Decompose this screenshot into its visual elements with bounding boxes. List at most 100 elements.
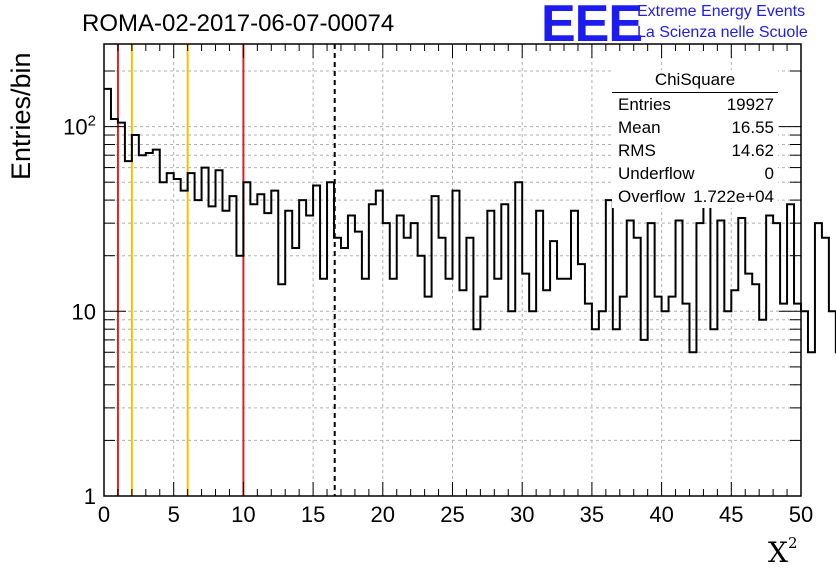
- run-title: ROMA-02-2017-06-07-00074: [82, 10, 395, 37]
- stats-label: Entries: [618, 95, 671, 114]
- histogram-bin: [243, 182, 250, 496]
- histogram-bin: [745, 274, 752, 496]
- histogram-bin: [780, 304, 787, 496]
- histogram-bin: [815, 223, 822, 496]
- histogram-bin: [195, 200, 202, 496]
- histogram-bin: [453, 191, 460, 496]
- stats-row-entries: Entries 19927: [612, 93, 778, 116]
- histogram-bin: [216, 170, 223, 496]
- histogram-bin: [669, 297, 676, 496]
- stats-label: Underflow: [618, 164, 695, 183]
- histogram-bin: [620, 297, 627, 496]
- histogram-bin: [209, 206, 216, 496]
- x-axis-label: X2: [768, 534, 797, 569]
- x-tick-label: 10: [231, 502, 255, 527]
- x-tick-label: 15: [301, 502, 325, 527]
- histogram-bin: [592, 329, 599, 496]
- histogram-bin: [285, 211, 292, 496]
- histogram-bin: [634, 238, 641, 496]
- histogram-bin: [641, 340, 648, 496]
- histogram-bin: [689, 352, 696, 496]
- histogram-bin: [508, 311, 515, 496]
- histogram-bin: [627, 221, 634, 496]
- histogram-bin: [676, 221, 683, 496]
- histogram-bin: [411, 223, 418, 496]
- y-tick-label-base: 10: [63, 115, 87, 140]
- histogram-bin: [494, 279, 501, 496]
- histogram-bin: [292, 248, 299, 496]
- histogram-bin: [313, 185, 320, 496]
- histogram-bin: [550, 241, 557, 496]
- histogram-bin: [787, 204, 794, 496]
- stats-row-rms: RMS 14.62: [612, 139, 778, 162]
- histogram-bin: [257, 194, 264, 496]
- histogram-bin: [355, 232, 362, 496]
- histogram-bin: [564, 279, 571, 496]
- histogram-bin: [606, 200, 613, 496]
- histogram-bin: [299, 200, 306, 496]
- histogram-bin: [662, 311, 669, 496]
- x-axis-label-text: X: [768, 536, 788, 569]
- histogram-bin: [418, 256, 425, 496]
- histogram-bin: [529, 311, 536, 496]
- histogram-bin: [222, 211, 229, 496]
- histogram-bin: [759, 320, 766, 496]
- histogram-bin: [188, 173, 195, 496]
- stats-value: 0: [764, 164, 774, 183]
- x-tick-label: 30: [510, 502, 534, 527]
- histogram-bin: [696, 223, 703, 496]
- histogram-bin: [202, 168, 209, 496]
- histogram-bin: [146, 153, 153, 496]
- org-name-line2: La Scienza nelle Scuole: [637, 24, 808, 41]
- histogram-bin: [383, 223, 390, 496]
- x-tick-label: 45: [719, 502, 743, 527]
- stats-title: ChiSquare: [612, 70, 778, 93]
- x-tick-label: 25: [440, 502, 464, 527]
- histogram-bin: [536, 211, 543, 496]
- histogram-bin: [250, 204, 257, 496]
- histogram-bin: [104, 89, 111, 496]
- x-tick-label: 5: [168, 502, 180, 527]
- histogram-bin: [153, 150, 160, 496]
- y-axis-label: Entries/bin: [6, 52, 36, 180]
- histogram-bin: [236, 256, 243, 496]
- histogram-bin: [390, 279, 397, 496]
- histogram-bin: [118, 123, 125, 496]
- histogram-bin: [125, 161, 132, 496]
- histogram-bin: [829, 311, 836, 496]
- histogram-bin: [341, 248, 348, 496]
- histogram-bin: [327, 182, 334, 496]
- stats-row-mean: Mean 16.55: [612, 116, 778, 139]
- histogram-bin: [425, 297, 432, 496]
- stats-row-underflow: Underflow 0: [612, 162, 778, 185]
- histogram-bin: [369, 204, 376, 496]
- y-tick-label-sup: 2: [88, 113, 96, 130]
- histogram-bin: [480, 297, 487, 496]
- histogram-bin: [229, 196, 236, 496]
- histogram-bin: [613, 329, 620, 496]
- y-tick-label: 10: [72, 299, 96, 324]
- histogram-bin: [801, 311, 808, 496]
- histogram-bin: [752, 284, 759, 496]
- stats-box: ChiSquare Entries 19927 Mean 16.55 RMS 14.6…: [612, 70, 778, 208]
- org-name-line1: Extreme Energy Events: [637, 3, 806, 20]
- stats-label: Overflow: [618, 187, 686, 206]
- histogram-bin: [585, 304, 592, 496]
- histogram-bin: [557, 279, 564, 496]
- x-tick-label: 20: [371, 502, 395, 527]
- histogram-bin: [473, 329, 480, 496]
- histogram-bin: [466, 238, 473, 496]
- histogram-bin: [822, 238, 829, 496]
- stats-value: 16.55: [731, 118, 774, 137]
- histogram-bin: [111, 119, 118, 496]
- histogram-bin: [717, 221, 724, 496]
- histogram-bin: [362, 279, 369, 496]
- eee-logo: EEE: [541, 0, 643, 53]
- histogram-bin: [271, 191, 278, 496]
- x-tick-label: 40: [649, 502, 673, 527]
- histogram-bin: [731, 290, 738, 496]
- histogram-bin: [599, 311, 606, 496]
- histogram-bin: [132, 135, 139, 496]
- histogram-bin: [522, 274, 529, 496]
- histogram-bin: [306, 216, 313, 496]
